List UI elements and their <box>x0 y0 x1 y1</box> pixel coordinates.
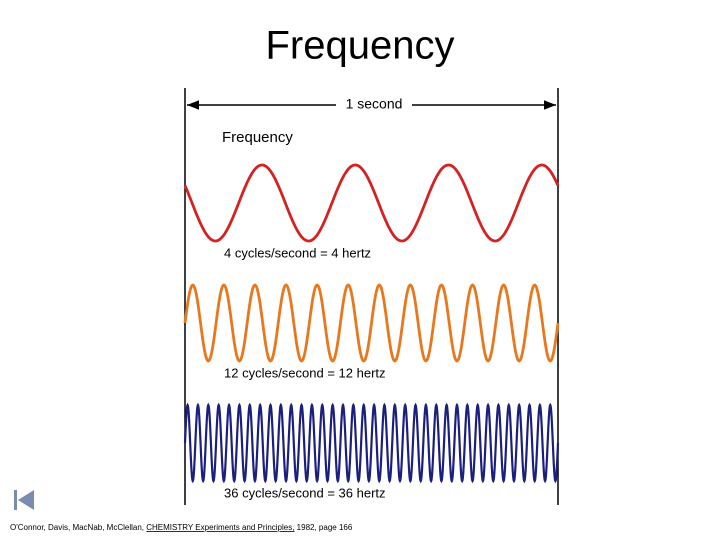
citation-book: CHEMISTRY Experiments and Principles, <box>146 523 294 532</box>
nav-back-button[interactable] <box>14 490 34 510</box>
wave-label: 36 cycles/second = 36 hertz <box>224 485 386 500</box>
citation-authors: O'Connor, Davis, MacNab, McClellan, <box>10 523 146 532</box>
span-label: 1 second <box>346 96 403 112</box>
wave <box>183 163 560 243</box>
panel-label: Frequency <box>222 129 293 146</box>
wave <box>183 402 560 484</box>
nav-bar <box>14 490 17 510</box>
title: Frequency <box>266 24 455 68</box>
citation-details: 1982, page 166 <box>294 523 352 532</box>
nav-triangle <box>18 490 34 510</box>
wave-label: 12 cycles/second = 12 hertz <box>224 365 386 380</box>
waves: 4 cycles/second = 4 hertz 12 cycles/secon… <box>183 163 560 500</box>
wave <box>183 283 560 363</box>
citation: O'Connor, Davis, MacNab, McClellan, CHEM… <box>10 523 353 532</box>
wave-label: 4 cycles/second = 4 hertz <box>224 245 371 260</box>
